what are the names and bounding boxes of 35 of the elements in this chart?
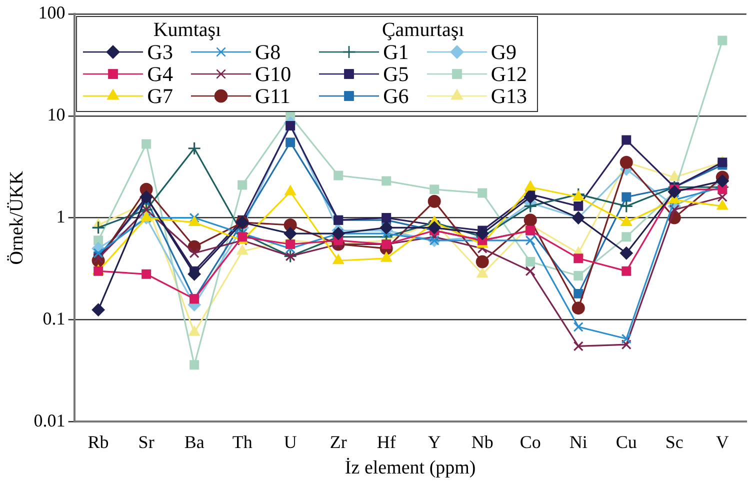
y-axis-title: Örnek/ÜKK	[6, 170, 28, 265]
x-tick-label: Sr	[138, 432, 154, 452]
x-tick-label: V	[716, 432, 729, 452]
legend-label: G5	[383, 62, 409, 86]
legend-label: G1	[383, 40, 409, 64]
annotation: Kumtaşı	[152, 19, 222, 41]
x-tick-label: Co	[520, 432, 541, 452]
x-tick-label: Zr	[330, 432, 347, 452]
legend-label: G10	[254, 62, 292, 86]
legend-label: G13	[490, 84, 527, 108]
legend-label: G11	[254, 84, 290, 108]
legend-label: G12	[490, 62, 527, 86]
x-tick-label: Sc	[665, 432, 684, 452]
legend-label: G6	[383, 84, 409, 108]
x-tick-label: Cu	[616, 432, 637, 452]
legend-label: G7	[147, 84, 173, 108]
legend-label: G4	[147, 62, 173, 86]
annotation: Çamurtaşı	[380, 19, 466, 41]
y-tick-label: 10	[47, 104, 66, 125]
x-tick-label: Rb	[88, 432, 109, 452]
x-tick-label: Nb	[471, 432, 494, 452]
legend-label: G3	[147, 40, 173, 64]
legend-label: G9	[490, 40, 516, 64]
y-tick-label: 0.1	[42, 308, 66, 328]
y-tick-label: 100	[38, 2, 66, 23]
x-tick-label: Ni	[569, 432, 588, 452]
x-axis-title: İz element (ppm)	[344, 458, 476, 479]
y-tick-label: 0.01	[34, 410, 66, 430]
legend-label: G8	[254, 40, 281, 64]
x-tick-label: Ba	[184, 432, 204, 452]
y-tick-label: 1	[56, 206, 66, 227]
x-tick-label: U	[284, 432, 297, 452]
x-tick-label: Hf	[376, 432, 396, 452]
x-tick-label: Y	[428, 432, 441, 452]
x-tick-label: Th	[232, 432, 252, 452]
